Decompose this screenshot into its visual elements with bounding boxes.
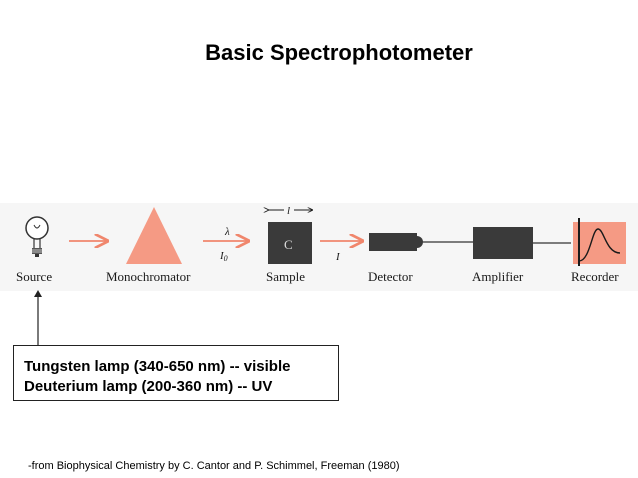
deuterium-lamp-line: Deuterium lamp (200-360 nm) -- UV [24,378,273,395]
recorder-trace [578,228,621,262]
slide-title: Basic Spectrophotometer [205,40,473,65]
sample-cuvette [268,222,312,264]
transmitted-i-symbol: I [335,251,341,263]
detector-box [369,233,417,251]
path-length-symbol: l [287,205,290,217]
label-detector: Detector [368,269,413,284]
label-amplifier: Amplifier [472,269,524,284]
spectrophotometer-diagram: Source Monochromator λ I0 l C Sample I D… [16,204,626,284]
i0-symbol: I0 [219,250,228,263]
detector-lens [417,236,423,248]
pointer-arrow [34,290,42,346]
path-length-gap [284,204,294,216]
concentration-symbol: C [284,237,293,252]
label-recorder: Recorder [571,269,619,284]
prism-icon [126,207,182,264]
amplifier-box [473,227,533,259]
label-monochromator: Monochromator [106,269,191,284]
recorder-box [573,222,626,264]
lamp-info-box: Tungsten lamp (340-650 nm) -- visible De… [13,345,339,401]
tungsten-lamp-line: Tungsten lamp (340-650 nm) -- visible [24,358,291,375]
lightbulb-icon [25,216,49,257]
label-sample: Sample [266,269,305,284]
lambda-symbol: λ [224,226,230,238]
citation: -from Biophysical Chemistry by C. Cantor… [28,460,400,472]
label-source: Source [16,269,52,284]
